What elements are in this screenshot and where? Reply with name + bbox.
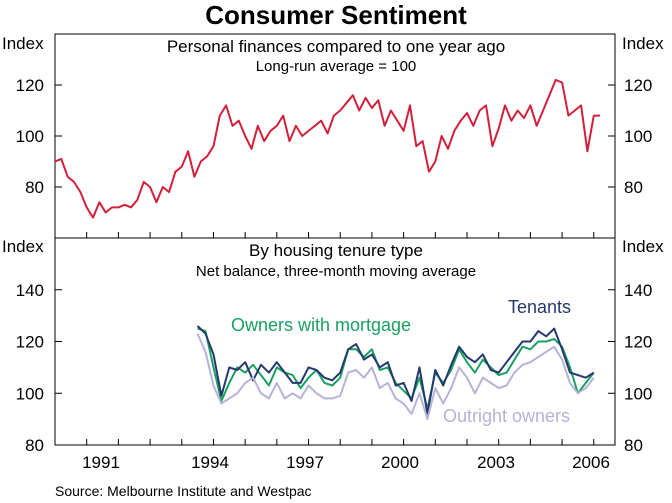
top-panel-ylabel-right: Index	[622, 34, 664, 53]
y-tick-label-right-0-80: 80	[624, 178, 643, 197]
x-tick-label-2000: 2000	[381, 453, 419, 472]
series-line-tenants	[196, 325, 595, 415]
y-tick-label-right-0-120: 120	[624, 76, 652, 95]
y-tick-label-left-1-100: 100	[16, 384, 44, 403]
x-tick-label-1994: 1994	[191, 453, 229, 472]
chart-title: Consumer Sentiment	[205, 0, 467, 30]
x-tick-label-2003: 2003	[477, 453, 515, 472]
y-tick-label-left-1-80: 80	[25, 436, 44, 455]
y-tick-label-left-0-80: 80	[25, 178, 44, 197]
y-tick-label-right-1-120: 120	[624, 333, 652, 352]
label-outright-owners: Outright owners	[443, 406, 570, 426]
bottom-panel-title: By housing tenure type	[249, 241, 423, 260]
y-tick-label-right-1-140: 140	[624, 281, 652, 300]
y-tick-label-right-0-100: 100	[624, 127, 652, 146]
y-tick-label-left-1-140: 140	[16, 281, 44, 300]
bottom-panel-ylabel-left: Index	[2, 237, 44, 256]
x-tick-label-2006: 2006	[572, 453, 610, 472]
source-note: Source: Melbourne Institute and Westpac	[55, 483, 312, 499]
y-tick-label-left-1-120: 120	[16, 333, 44, 352]
y-tick-label-left-0-120: 120	[16, 76, 44, 95]
x-tick-label-1997: 1997	[286, 453, 324, 472]
y-tick-label-right-1-100: 100	[624, 384, 652, 403]
bottom-panel-ylabel-right: Index	[622, 237, 664, 256]
top-panel-subtitle: Long-run average = 100	[256, 58, 417, 75]
label-owners-with-mortgage: Owners with mortgage	[231, 315, 411, 335]
label-tenants: Tenants	[508, 297, 571, 317]
top-panel-ylabel-left: Index	[2, 34, 44, 53]
y-tick-label-right-1-80: 80	[624, 436, 643, 455]
ticks-layer: 80 80 100 100 120 120 80 80 100 100 120 120 140 140	[16, 76, 653, 455]
y-tick-label-left-0-100: 100	[16, 127, 44, 146]
lines-layer	[54, 78, 601, 421]
series-line-personal-finances-compared-to-one-year-ago	[54, 78, 601, 219]
top-panel-title: Personal finances compared to one year a…	[167, 37, 505, 56]
bottom-panel-subtitle: Net balance, three-month moving average	[196, 263, 476, 280]
x-tick-label-1991: 1991	[82, 453, 120, 472]
series-line-outright-owners	[196, 333, 595, 421]
